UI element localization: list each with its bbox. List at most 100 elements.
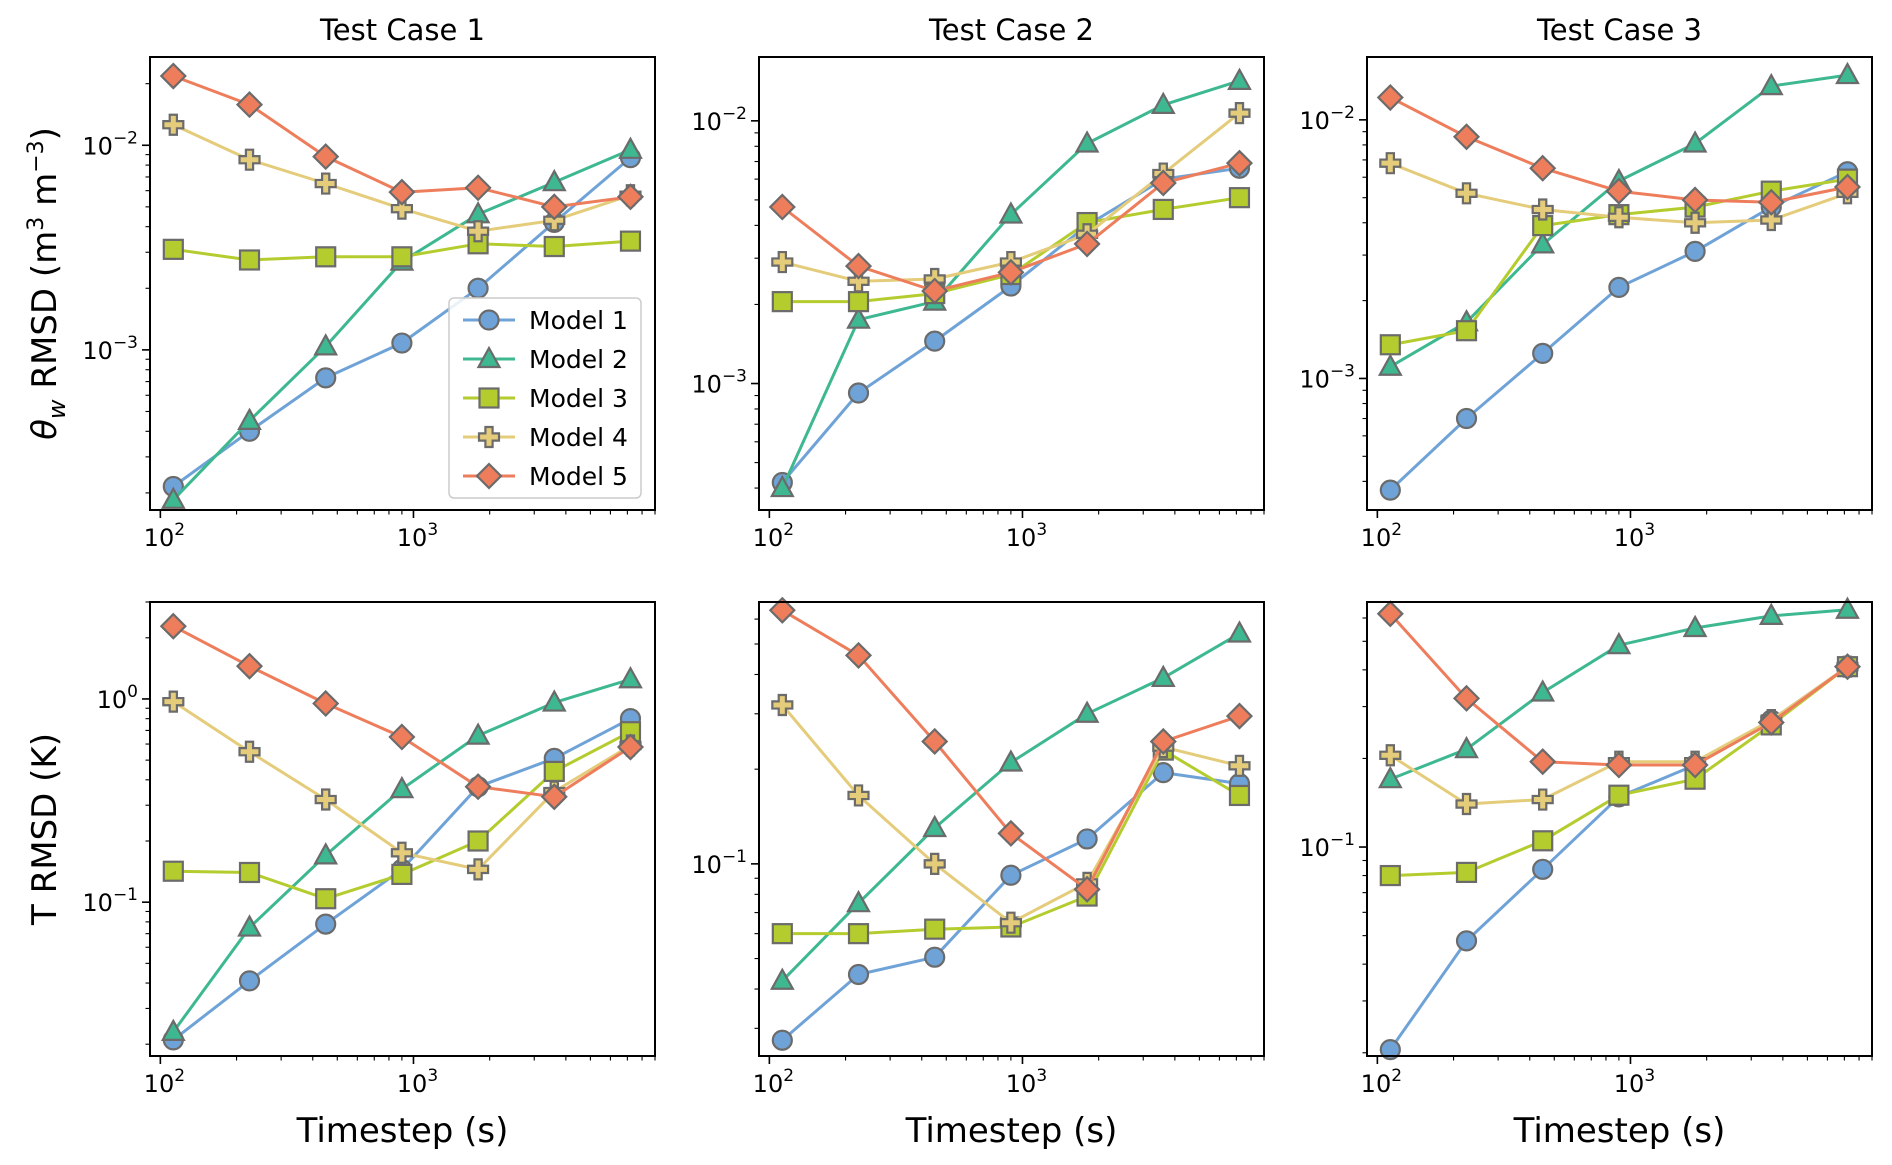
series-model-1 [771, 762, 1251, 1051]
data-point [997, 258, 1025, 286]
data-point [1835, 596, 1860, 619]
panel-r1-c2: Test Case 2 102 103 10−3 10−2 [691, 13, 1265, 552]
data-point [1225, 149, 1254, 177]
series-model-5 [768, 596, 1254, 903]
axes-frame [149, 601, 656, 1057]
axes-frame [758, 601, 1265, 1057]
data-point [998, 749, 1024, 772]
data-point [235, 91, 264, 119]
data-point [1074, 130, 1100, 153]
legend-item-model-5: Model 5 [463, 462, 628, 491]
y-axis-labels: θw RMSD (m3 m−3) T RMSD (K) [24, 127, 71, 926]
data-point [238, 249, 261, 271]
axes-frame [1366, 56, 1873, 511]
x-tick-label: 102 [144, 520, 185, 552]
data-point [1228, 784, 1251, 807]
data-point [314, 172, 337, 195]
x-tick-label: 103 [1614, 1066, 1655, 1098]
data-point [847, 382, 870, 404]
data-point [1379, 334, 1401, 356]
panel-r2-c2: 102 103 10−1 Timestep (s) [691, 596, 1265, 1151]
data-point [1532, 342, 1554, 364]
series-model-1 [1379, 656, 1859, 1061]
panel-r2-c1: 102 103 10−1 100 Timestep (s) [82, 601, 656, 1151]
data-point [160, 486, 186, 509]
legend-marker [478, 309, 500, 331]
y-tick-label: 10−3 [82, 333, 138, 365]
series-model-4 [771, 693, 1251, 934]
data-point [1228, 754, 1251, 777]
y-tick-label: 10−1 [1299, 830, 1355, 862]
data-point [390, 841, 413, 864]
data-point [1530, 231, 1556, 254]
data-point [768, 596, 796, 624]
data-point [1760, 208, 1783, 232]
data-point [543, 235, 565, 258]
series-model-5 [1376, 83, 1862, 216]
data-point [1379, 744, 1402, 767]
data-point [1683, 211, 1707, 234]
axes-frame [1366, 601, 1873, 1057]
data-point [1529, 748, 1557, 776]
data-point [160, 1018, 186, 1041]
data-point [1150, 91, 1176, 114]
data-point [1379, 152, 1402, 175]
data-point [235, 652, 264, 680]
data-point [1152, 198, 1174, 221]
data-point [1684, 240, 1706, 262]
data-point [315, 367, 337, 389]
data-point [769, 474, 795, 498]
data-point [1076, 828, 1098, 850]
data-point [846, 306, 871, 329]
data-point [390, 197, 413, 220]
data-point [1455, 792, 1478, 816]
data-point [1529, 154, 1557, 182]
data-point [1606, 631, 1632, 655]
data-point [313, 842, 339, 865]
data-point [1455, 320, 1478, 342]
data-point [1227, 67, 1252, 90]
data-point [313, 333, 339, 356]
series-model-5 [768, 149, 1254, 305]
x-tick-label: 102 [753, 520, 794, 552]
data-point [464, 174, 492, 202]
x-axis-label: Timestep (s) [905, 1111, 1118, 1151]
data-point [771, 1029, 793, 1051]
panel-r1-c1: Test Case 1 102 103 10−3 10−2 [82, 13, 656, 552]
data-point [1228, 102, 1251, 125]
data-point [924, 918, 946, 940]
data-point [771, 250, 794, 274]
legend: Model 1 Model 2 Model 3 Model 4 Model 5 [448, 297, 642, 499]
data-point [1000, 864, 1022, 886]
axes-frame [149, 56, 656, 511]
data-point [1608, 276, 1630, 298]
legend-item-model-3: Model 3 [463, 384, 628, 413]
y-axis-label-top: θw RMSD (m3 m−3) [24, 127, 71, 440]
x-tick-label: 103 [1614, 520, 1655, 552]
data-point [540, 193, 568, 221]
data-point [1608, 784, 1630, 806]
data-point [1605, 751, 1633, 779]
data-point [1758, 602, 1784, 625]
data-point [237, 407, 262, 430]
axes-frame [758, 56, 1265, 511]
data-point [467, 277, 489, 299]
data-point [921, 277, 949, 305]
data-point [238, 148, 261, 171]
x-tick-label: 102 [144, 1066, 185, 1098]
data-point [391, 332, 413, 354]
data-point [312, 689, 340, 718]
data-point [1452, 684, 1481, 712]
data-point [543, 760, 565, 783]
data-point [1681, 186, 1709, 214]
series-model-2 [160, 665, 643, 1041]
data-point [769, 967, 795, 990]
data-point [1530, 679, 1556, 702]
legend-box [448, 297, 642, 499]
data-point [1149, 727, 1177, 756]
data-point [1452, 123, 1481, 151]
x-tick-label: 103 [1006, 1066, 1047, 1098]
data-point [541, 168, 567, 192]
data-point [391, 863, 413, 885]
series-model-4 [162, 113, 642, 243]
